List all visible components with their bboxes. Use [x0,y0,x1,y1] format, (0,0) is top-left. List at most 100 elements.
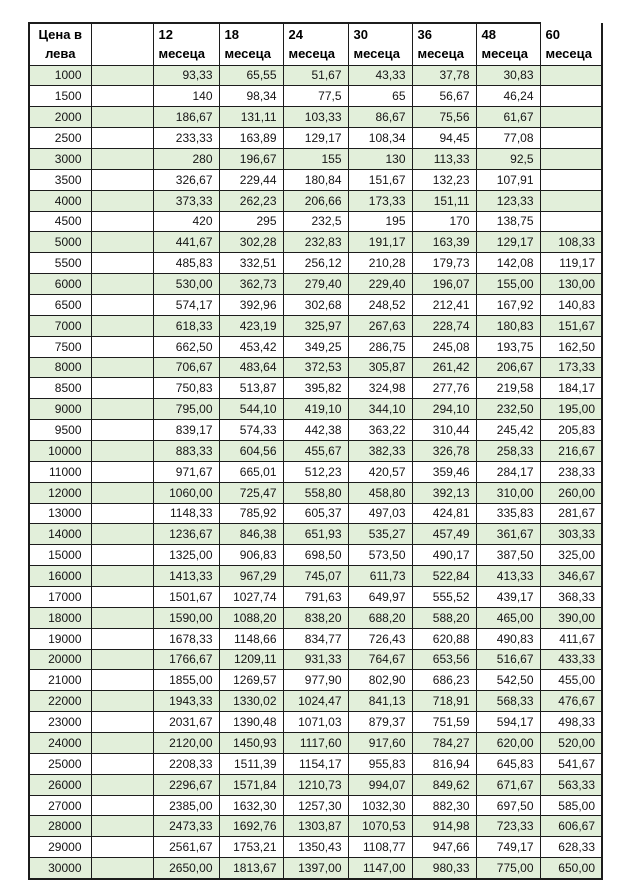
payment-cell: 302,28 [218,231,284,254]
payment-cell: 107,91 [475,168,541,191]
payment-cell: 326,67 [152,168,220,191]
table-row: 6500 574,17 392,96 302,68 248,52 212,41 167,92… [28,293,603,316]
payment-cell: 43,33 [347,64,413,87]
blank-cell [90,231,154,254]
payment-cell: 665,01 [218,460,284,483]
table-row: 16000 1413,33 967,29 745,07 611,73 522,84 413,… [28,565,603,587]
payment-cell: 238,33 [539,460,603,483]
blank-cell [90,127,154,149]
month-number: 36 [417,27,432,43]
payment-cell: 267,63 [347,314,413,337]
payment-cell: 123,33 [475,189,541,212]
price-cell: 17000 [28,585,92,608]
payment-cell: 1032,30 [347,794,413,817]
payment-cell: 530,00 [152,273,220,295]
payment-cell: 232,83 [282,231,349,254]
table-row: 3000 280 196,67 155 130 113,33 92,5 [28,147,603,170]
payment-cell: 651,93 [282,523,349,546]
table-row: 1000 93,33 65,55 51,67 43,33 37,78 30,83 [28,64,603,87]
payment-cell: 368,33 [539,585,603,608]
table-row: 2500 233,33 163,89 129,17 108,34 94,45 77,08 [28,127,603,149]
payment-cell: 75,56 [411,106,477,129]
payment-cell: 310,00 [475,481,541,504]
payment-cell: 310,44 [411,419,477,441]
table-row: 13000 1148,33 785,92 605,37 497,03 424,81 335,… [28,502,603,525]
blank-cell [90,460,154,483]
price-cell: 6500 [28,293,92,316]
table-row: 28000 2473,33 1692,76 1303,87 1070,53 914,98 7… [28,815,603,838]
payment-cell: 303,33 [539,523,603,546]
payment-cell: 46,24 [475,85,541,108]
blank-cell [90,857,154,880]
price-cell: 20000 [28,648,92,671]
payment-cell: 423,19 [218,314,284,337]
payment-cell: 1501,67 [152,585,220,608]
price-cell: 24000 [28,732,92,754]
payment-cell: 245,42 [475,419,541,441]
payment-cell: 1678,33 [152,627,220,650]
blank-cell [90,565,154,587]
payment-cell: 497,03 [347,502,413,525]
blank-cell [90,732,154,754]
payment-cell: 219,58 [475,377,541,400]
payment-cell: 620,88 [411,627,477,650]
price-cell: 9000 [28,398,92,421]
payment-cell: 1148,66 [218,627,284,650]
payment-cell: 1413,33 [152,565,220,587]
price-cell: 16000 [28,565,92,587]
payment-cell: 324,98 [347,377,413,400]
payment-cell: 279,40 [282,273,349,295]
payment-cell: 555,52 [411,585,477,608]
payment-cell: 332,51 [218,252,284,275]
payment-cell: 465,00 [475,606,541,629]
payment-cell: 210,28 [347,252,413,275]
payment-cell: 455,00 [539,669,603,692]
payment-cell: 1632,30 [218,794,284,817]
price-cell: 6000 [28,273,92,295]
payment-cell: 2473,33 [152,815,220,838]
blank-cell [90,523,154,546]
payment-cell: 193,75 [475,335,541,358]
payment-cell: 413,33 [475,565,541,587]
payment-cell: 1303,87 [282,815,349,838]
payment-cell: 277,76 [411,377,477,400]
payment-cell: 195,00 [539,398,603,421]
blank-cell [90,648,154,671]
payment-cell: 326,78 [411,439,477,462]
payment-cell: 167,92 [475,293,541,316]
table-row: 17000 1501,67 1027,74 791,63 649,97 555,52 439… [28,585,603,608]
payment-cell: 1692,76 [218,815,284,838]
table-row: 2000 186,67 131,11 103,33 86,67 75,56 61,67 [28,106,603,129]
payment-cell: 971,67 [152,460,220,483]
payment-cell: 1070,53 [347,815,413,838]
installment-price-table: Цена в лева 12 месеца 18 месеца 24 месеца 30 ме… [28,22,603,880]
payment-cell: 585,00 [539,794,603,817]
payment-cell: 206,67 [475,356,541,379]
price-cell: 4000 [28,189,92,212]
payment-cell: 1330,02 [218,690,284,713]
payment-cell: 618,33 [152,314,220,337]
payment-cell [539,189,603,212]
payment-cell: 498,33 [539,711,603,733]
payment-cell: 1154,17 [282,752,349,775]
payment-cell: 1024,47 [282,690,349,713]
payment-cell: 229,40 [347,273,413,295]
price-cell: 30000 [28,857,92,880]
payment-cell: 335,83 [475,502,541,525]
month-column-header: 24 месеца [282,22,349,66]
payment-cell: 441,67 [152,231,220,254]
payment-cell: 1108,77 [347,836,413,859]
payment-cell: 129,17 [475,231,541,254]
table-row: 20000 1766,67 1209,11 931,33 764,67 653,56 516… [28,648,603,671]
month-unit: месеца [158,46,206,62]
payment-cell: 420 [152,210,220,233]
blank-cell [90,606,154,629]
payment-cell: 1350,43 [282,836,349,859]
payment-cell: 281,67 [539,502,603,525]
price-cell: 8500 [28,377,92,400]
payment-cell [539,64,603,87]
payment-cell: 563,33 [539,773,603,796]
table-row: 8000 706,67 483,64 372,53 305,87 261,42 206,67… [28,356,603,379]
month-number: 12 [158,27,173,43]
payment-cell: 295 [218,210,284,233]
